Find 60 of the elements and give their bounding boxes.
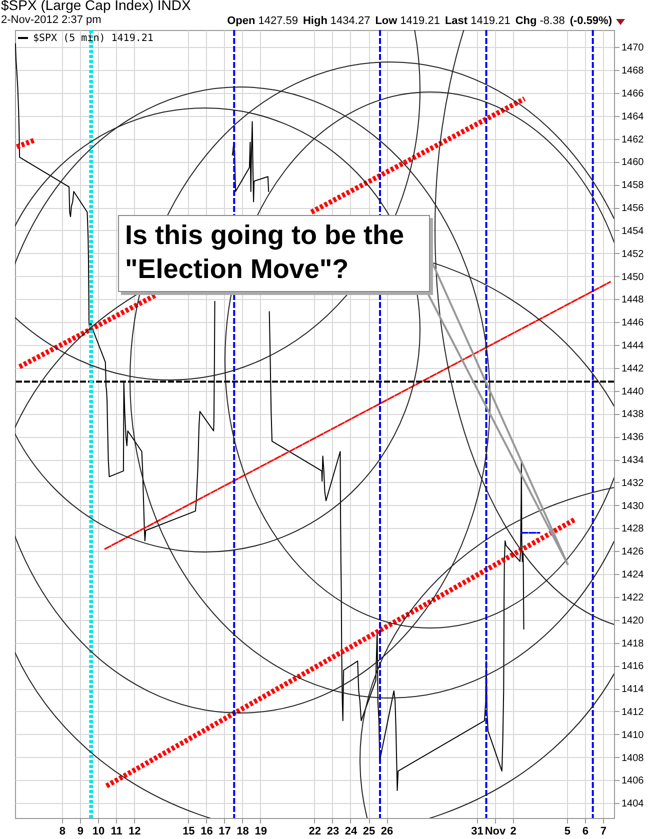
y-tick-label: 1404 (622, 798, 644, 810)
x-tick-label: 6 (582, 826, 588, 838)
chart-subtitle: 2-Nov-2012 2:37 pm (1, 14, 102, 26)
y-tick-label: 1462 (622, 134, 644, 146)
y-tick-label: 1454 (622, 226, 644, 237)
y-tick-label: 1430 (622, 500, 644, 512)
x-tick-label: 17 (218, 826, 231, 838)
y-tick-label: 1470 (622, 42, 644, 54)
x-tick-label: 12 (128, 826, 141, 838)
y-tick-label: 1406 (622, 776, 644, 787)
y-tick-label: 1458 (622, 180, 644, 192)
y-tick-label: 1448 (622, 294, 644, 306)
y-tick-label: 1424 (622, 570, 644, 581)
y-tick-label: 1452 (622, 248, 644, 260)
y-tick-label: 1408 (622, 752, 644, 764)
x-tick-label: 8 (59, 826, 66, 838)
y-tick-label: 1414 (622, 684, 644, 696)
legend-label: $SPX (5 min) 1419.21 (33, 33, 154, 44)
x-tick-label: 7 (600, 826, 607, 838)
y-tick-label: 1426 (622, 546, 644, 558)
x-tick-label: 24 (344, 826, 358, 838)
x-tick-label: 10 (92, 826, 105, 838)
y-tick-label: 1410 (622, 730, 644, 741)
y-tick-label: 1432 (622, 478, 644, 489)
y-tick-label: 1460 (622, 157, 644, 168)
x-tick-label: 25 (362, 826, 376, 838)
y-tick-label: 1422 (622, 592, 644, 604)
y-tick-label: 1442 (622, 363, 644, 374)
x-tick-label: 18 (236, 826, 249, 838)
chart-title: $SPX (Large Cap Index) INDX (1, 0, 192, 13)
x-tick-label: 26 (380, 826, 394, 838)
x-tick-label: 15 (182, 826, 195, 838)
y-tick-label: 1416 (622, 661, 644, 672)
x-tick-label: 9 (77, 826, 84, 838)
y-tick-label: 1468 (622, 66, 644, 77)
y-tick-label: 1440 (622, 386, 644, 398)
y-tick-label: 1438 (622, 409, 644, 420)
x-tick-label: 23 (326, 826, 340, 838)
x-tick-label: 16 (200, 826, 213, 838)
y-tick-label: 1420 (622, 615, 644, 626)
y-tick-label: 1444 (622, 340, 644, 352)
y-tick-label: 1466 (622, 88, 644, 100)
x-tick-label: Nov (484, 826, 507, 838)
y-tick-label: 1450 (622, 272, 644, 283)
y-tick-label: 1464 (622, 111, 644, 122)
y-tick-label: 1456 (622, 203, 644, 214)
annotation: Is this going to be the "Election Move"? (118, 215, 430, 292)
x-tick-label: 19 (254, 826, 267, 838)
y-tick-label: 1446 (622, 318, 644, 329)
y-tick-label: 1418 (622, 638, 644, 650)
x-tick-label: 5 (564, 826, 570, 838)
x-tick-label: 31 (471, 826, 484, 838)
text: Open 1427.59 High 1434.27 Low 1419.21 Last 1419.21 Chg -8.38 (-0.59%) (227, 15, 612, 27)
y-tick-label: 1434 (622, 455, 644, 466)
y-tick-label: 1436 (622, 432, 644, 444)
x-tick-label: 2 (510, 826, 516, 838)
x-tick-label: 11 (110, 826, 122, 838)
y-tick-label: 1412 (622, 706, 644, 718)
x-tick-label: 22 (308, 826, 322, 838)
y-tick-label: 1428 (622, 524, 644, 535)
